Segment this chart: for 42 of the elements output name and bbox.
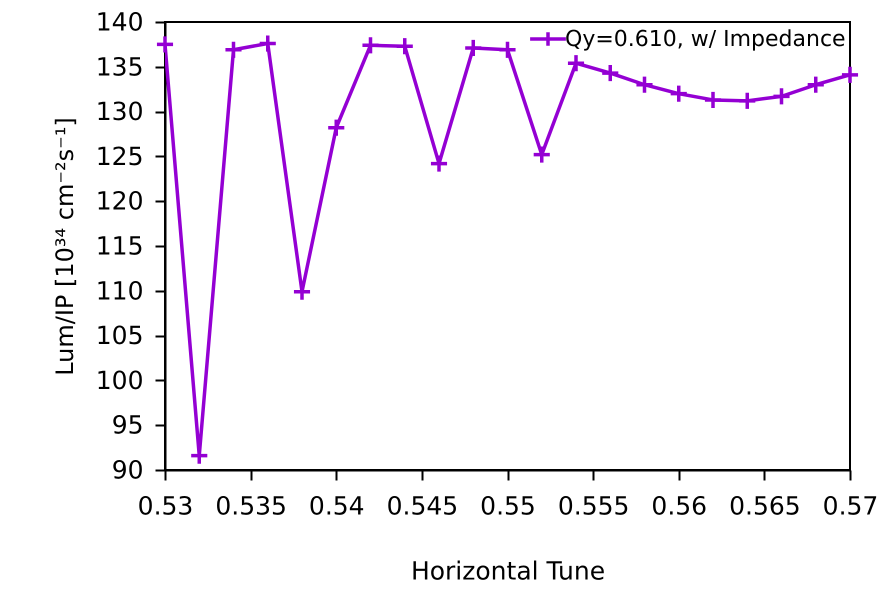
point (429, 154, 449, 174)
point (772, 86, 792, 106)
point (840, 65, 860, 85)
point (532, 144, 552, 164)
y-tick-label: 120 (96, 186, 144, 216)
point (394, 36, 415, 56)
x-tick-label: 0.555 (558, 492, 630, 520)
x-tick-label: 0.545 (386, 492, 458, 520)
point (224, 40, 244, 60)
point (360, 35, 380, 56)
x-tick-label: 0.54 (308, 492, 365, 520)
y-tick-label: 110 (96, 276, 144, 306)
x-axis-title: Horizontal Tune (410, 556, 606, 586)
y-tick-label: 105 (96, 321, 144, 350)
point (703, 90, 723, 110)
x-tick-label: 0.535 (215, 492, 287, 520)
point (806, 74, 826, 95)
y-tick-label: 100 (96, 366, 144, 395)
point (737, 91, 758, 111)
x-tick-label: 0.55 (480, 492, 536, 520)
point (566, 53, 586, 74)
x-tick-label: 0.565 (729, 492, 801, 520)
y-axis-title: Lum/IP [10³⁴ cm⁻²s⁻¹] (50, 117, 79, 376)
y-tick-label: 135 (96, 52, 144, 82)
y-tick-label: 140 (96, 8, 144, 36)
y-tick-label: 125 (96, 142, 144, 171)
y-tick-label: 90 (112, 456, 144, 484)
point (463, 38, 484, 58)
point (600, 63, 620, 83)
x-tick-label: 0.57 (822, 492, 878, 520)
point (258, 34, 278, 54)
point (634, 74, 654, 95)
legend-label: Qy=0.610, w/ Impedance (565, 27, 846, 52)
x-tick-label: 0.56 (651, 492, 708, 520)
y-tick-label: 95 (112, 410, 144, 440)
y-tick-label: 130 (96, 97, 144, 126)
point (326, 118, 346, 138)
y-tick-label: 115 (96, 232, 144, 260)
point (155, 34, 175, 54)
point (498, 40, 518, 60)
x-tick-label: 0.53 (138, 492, 194, 520)
point (668, 84, 689, 104)
